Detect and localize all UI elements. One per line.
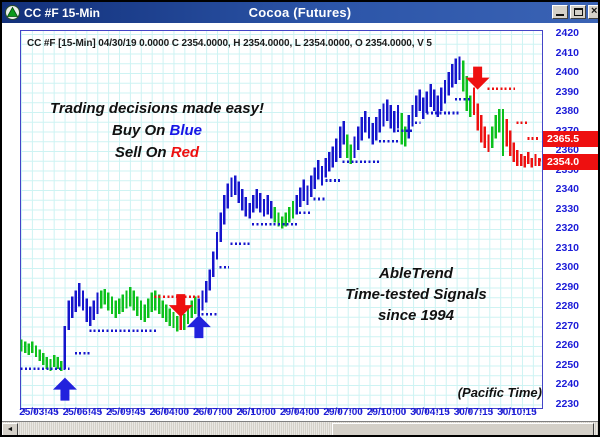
y-tick-label: 2330	[555, 202, 579, 215]
minimize-icon	[556, 14, 564, 16]
x-tick-label: 29/07:00	[323, 407, 363, 418]
maximize-icon	[574, 8, 583, 16]
x-tick-label: 26/07:00	[193, 407, 233, 418]
brand-slogan: Time-tested Signals	[345, 286, 487, 303]
sell-on-red-text: Sell On Red	[114, 144, 200, 161]
y-tick-label: 2310	[555, 241, 579, 254]
price-tag-last: 2354.0	[543, 153, 598, 170]
y-tick-label: 2280	[555, 300, 579, 313]
y-tick-label: 2420	[555, 27, 579, 39]
brand-annotation: AbleTrend Time-tested Signals since 1994	[307, 263, 525, 326]
y-tick-label: 2250	[555, 358, 579, 371]
y-tick-label: 2400	[555, 66, 579, 79]
scrollbar-thumb[interactable]	[332, 423, 594, 435]
y-tick-label: 2300	[555, 261, 579, 274]
close-button[interactable]: ×	[588, 5, 598, 19]
quote-header: CC #F [15-Min] 04/30/19 0.0000 C 2354.00…	[27, 38, 432, 49]
x-tick-label: 29/04:00	[279, 407, 320, 418]
x-tick-label: 25/09:45	[106, 407, 146, 418]
chart-plot-area[interactable]	[20, 30, 543, 409]
x-tick-label: 26/04:00	[149, 407, 190, 418]
y-tick-label: 2380	[555, 105, 579, 118]
price-tag-stop: 2365.5	[543, 131, 598, 148]
buy-on-blue-text: Buy On Blue	[111, 122, 203, 139]
minimize-button[interactable]	[552, 5, 568, 19]
abletrend-logo-icon	[5, 5, 20, 20]
y-tick-label: 2240	[555, 378, 579, 391]
horizontal-scrollbar[interactable]: ◄	[2, 421, 598, 435]
maximize-button[interactable]	[570, 5, 586, 19]
close-icon: ×	[591, 5, 598, 17]
y-tick-label: 2340	[555, 183, 579, 196]
x-tick-label: 25/06:45	[62, 407, 103, 418]
window-title: CC #F 15-Min	[24, 5, 101, 20]
title-bar[interactable]: CC #F 15-Min Cocoa (Futures) ×	[2, 2, 598, 23]
scroll-left-button[interactable]: ◄	[2, 423, 18, 435]
y-tick-label: 2270	[555, 319, 579, 332]
x-tick-label: 29/10:00	[366, 407, 407, 418]
brand-name: AbleTrend	[379, 265, 453, 282]
y-tick-label: 2230	[555, 397, 579, 410]
timezone-label: (Pacific Time)	[457, 385, 542, 400]
brand-since: since 1994	[378, 307, 454, 324]
tagline-annotation: Trading decisions made easy! Buy On Blue…	[35, 98, 279, 164]
y-tick-label: 2260	[555, 339, 579, 352]
x-tick-label: 30/07:15	[453, 407, 494, 418]
x-tick-label: 25/03:45	[19, 407, 59, 418]
y-tick-label: 2290	[555, 280, 579, 293]
y-tick-label: 2410	[555, 46, 579, 59]
y-tick-label: 2390	[555, 85, 579, 98]
x-tick-label: 30/04:15	[410, 407, 450, 418]
x-tick-label: 26/10:00	[236, 407, 276, 418]
y-tick-label: 2320	[555, 222, 579, 235]
x-tick-label: 30/10:15	[497, 407, 537, 418]
tagline-text: Trading decisions made easy!	[50, 100, 264, 117]
